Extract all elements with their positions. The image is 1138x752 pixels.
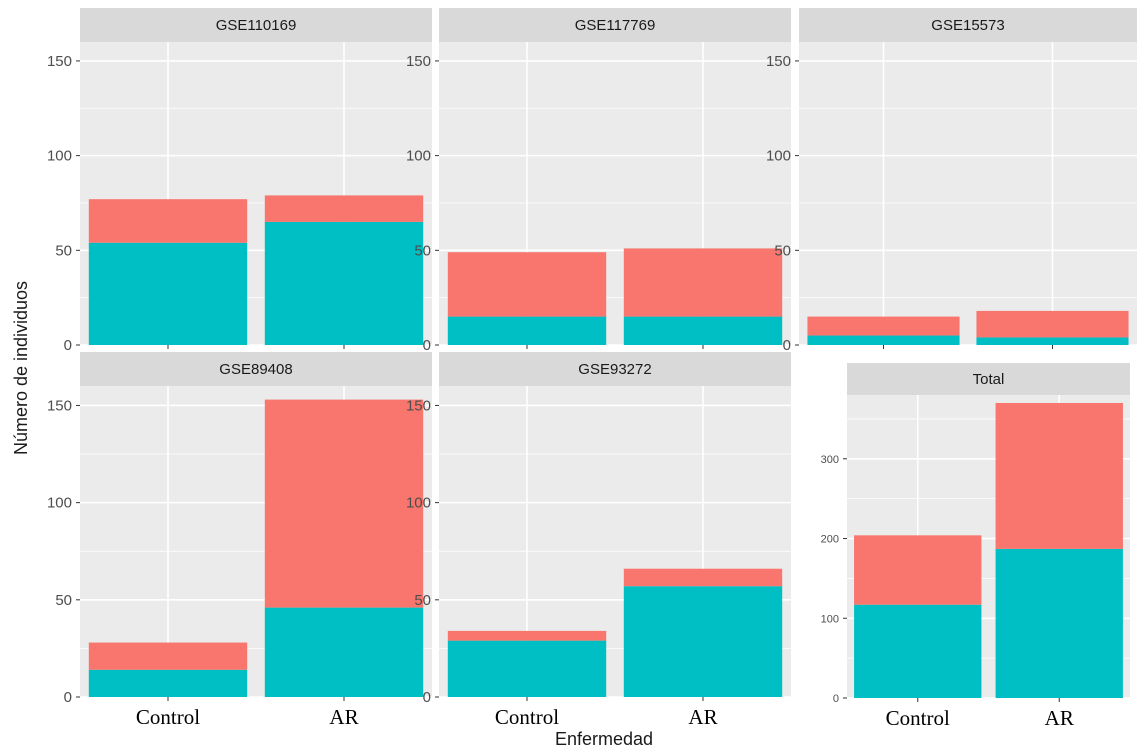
y-tick-label: 100 [766,148,791,165]
bar-top-segment [447,630,607,641]
y-axis-title: Número de individuos [11,281,31,455]
y-tick-label: 100 [47,148,72,165]
y-tick-label: 0 [783,337,791,354]
y-tick-label: 50 [55,592,72,609]
facet-panel: GSE93272 0 50 100 150 Control AR [406,352,791,729]
facet-strip [847,363,1130,395]
bar-bottom-segment [854,604,982,698]
y-tick-label: 150 [406,397,431,414]
x-tick-label: Control [136,705,200,729]
y-tick-label: 50 [774,242,791,259]
facet-title: GSE15573 [931,17,1004,34]
y-tick-label: 200 [821,534,839,546]
bar-top-segment [623,568,783,587]
bar-bottom-segment [995,548,1123,698]
bar-top-segment [623,248,783,317]
facet-title: GSE89408 [219,361,292,378]
facet-strip [439,8,791,42]
bar-bottom-segment [264,221,424,345]
bar-bottom-segment [447,640,607,697]
y-tick-label: 0 [833,693,839,705]
bar-top-segment [807,316,960,336]
facet-strip [80,8,432,42]
facet-title: GSE117769 [575,17,656,34]
facet-panel: GSE117769 0 50 100 150 [406,8,791,354]
y-tick-label: 100 [406,148,431,165]
bar-top-segment [854,535,982,605]
bar-bottom-segment [88,669,248,697]
facet-strip [799,8,1137,42]
facet-title: GSE93272 [578,361,651,378]
y-tick-label: 150 [406,53,431,70]
bar-top-segment [264,399,424,608]
facet-title: GSE110169 [216,17,297,34]
bar-bottom-segment [447,316,607,345]
bar-top-segment [88,642,248,670]
bar-top-segment [88,199,248,243]
bar-top-segment [264,195,424,222]
y-tick-label: 50 [414,242,431,259]
bar-top-segment [447,252,607,317]
facet-panels: GSE110169050100150GSE117769050100150GSE1… [47,8,1137,730]
facet-strip [439,352,791,386]
facet-panel: GSE89408 0 50 100 150 Control AR [47,352,432,729]
y-tick-label: 50 [414,592,431,609]
bar-bottom-segment [623,586,783,697]
y-tick-label: 100 [406,495,431,512]
panel-background [799,42,1137,345]
bar-bottom-segment [623,316,783,345]
facet-panel: GSE110169 0 50 100 150 [47,8,432,354]
y-tick-label: 150 [47,53,72,70]
y-tick-label: 150 [766,53,791,70]
facet-title: Total [973,371,1005,388]
bar-bottom-segment [264,607,424,697]
facet-panel: Total 0 100 200 300 Control AR [821,363,1130,730]
x-tick-label: AR [1045,706,1074,730]
bar-top-segment [995,402,1123,549]
y-tick-label: 50 [55,242,72,259]
y-tick-label: 0 [423,689,431,706]
x-tick-label: Control [495,705,559,729]
bar-bottom-segment [88,242,248,345]
facet-strip [80,352,432,386]
facet-panel: GSE15573 0 50 100 150 [766,8,1137,354]
x-axis-title: Enfermedad [555,729,653,749]
y-tick-label: 0 [64,337,72,354]
x-tick-label: AR [688,705,717,729]
y-tick-label: 300 [821,454,839,466]
bar-top-segment [976,310,1129,338]
y-tick-label: 0 [64,689,72,706]
x-tick-label: Control [886,706,950,730]
x-tick-label: AR [329,705,358,729]
bar-bottom-segment [807,335,960,345]
y-tick-label: 150 [47,397,72,414]
y-tick-label: 100 [821,613,839,625]
y-tick-label: 100 [47,495,72,512]
bar-bottom-segment [976,337,1129,345]
y-tick-label: 0 [423,337,431,354]
